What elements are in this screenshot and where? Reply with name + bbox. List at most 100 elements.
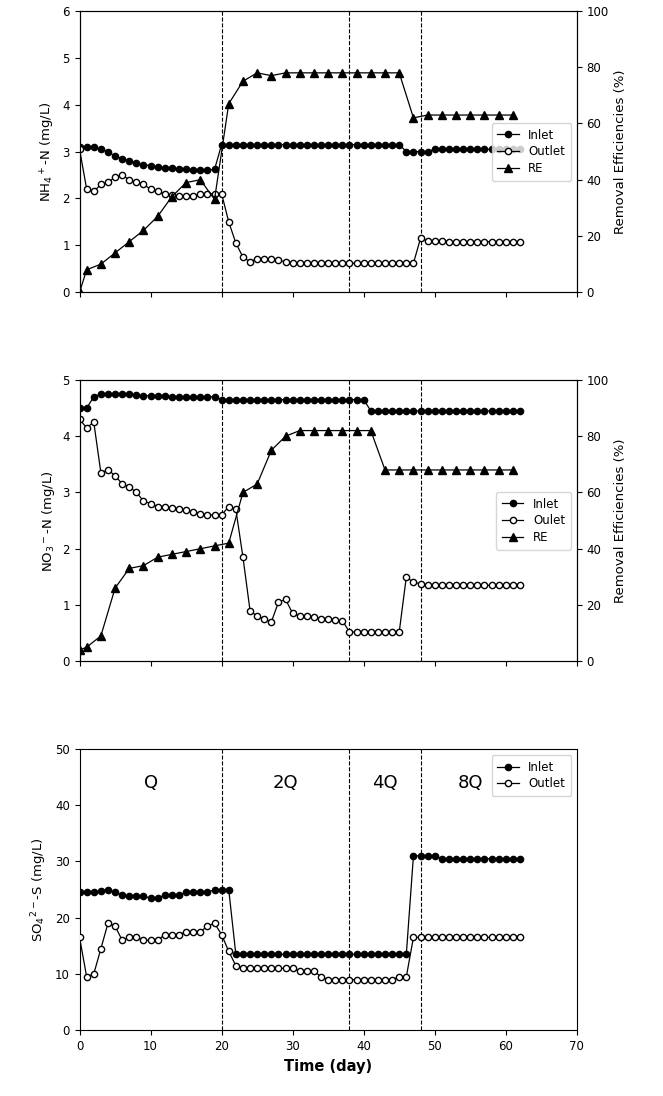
RE: [168, 548, 176, 561]
Line: Inlet: Inlet: [76, 141, 523, 173]
RE: [410, 464, 418, 477]
Text: Q: Q: [143, 774, 158, 791]
RE: [225, 537, 233, 550]
RE: [111, 582, 119, 595]
Inlet: [189, 163, 197, 176]
RE: [182, 545, 190, 558]
RE: [466, 464, 474, 477]
RE: [296, 424, 304, 437]
RE: [452, 464, 460, 477]
RE: [495, 109, 503, 122]
RE: [353, 66, 361, 79]
Oulet: [76, 413, 84, 426]
Outlet: [196, 187, 204, 201]
RE: [381, 66, 389, 79]
Legend: Inlet, Oulet, RE: Inlet, Oulet, RE: [497, 492, 571, 549]
Oulet: [345, 626, 353, 639]
RE: [353, 424, 361, 437]
Oulet: [296, 609, 304, 623]
Inlet: [303, 948, 311, 961]
Line: Oulet: Oulet: [76, 416, 523, 635]
Inlet: [516, 852, 524, 865]
RE: [395, 66, 403, 79]
Oulet: [509, 579, 517, 592]
RE: [211, 193, 219, 206]
Inlet: [296, 138, 304, 151]
RE: [338, 424, 346, 437]
Y-axis label: NO$_3$$^-$-N (mg/L): NO$_3$$^-$-N (mg/L): [40, 470, 57, 571]
RE: [438, 109, 446, 122]
RE: [338, 66, 346, 79]
Outlet: [509, 235, 517, 248]
Oulet: [516, 579, 524, 592]
Oulet: [196, 507, 204, 521]
Oulet: [211, 509, 219, 522]
Outlet: [388, 256, 396, 270]
Y-axis label: Removal Efficiencies (%): Removal Efficiencies (%): [615, 438, 627, 603]
RE: [125, 562, 133, 575]
Legend: Inlet, Outlet, RE: Inlet, Outlet, RE: [491, 123, 571, 181]
RE: [196, 173, 204, 186]
Text: 2Q: 2Q: [272, 774, 298, 791]
RE: [509, 109, 517, 122]
Inlet: [225, 138, 233, 151]
Inlet: [395, 404, 403, 418]
Text: 4Q: 4Q: [372, 774, 398, 791]
RE: [182, 176, 190, 190]
Outlet: [104, 916, 112, 929]
RE: [154, 550, 162, 563]
Inlet: [288, 948, 296, 961]
Line: RE: RE: [76, 426, 516, 654]
RE: [381, 464, 389, 477]
Inlet: [204, 390, 211, 403]
Y-axis label: NH$_4$$^+$-N (mg/L): NH$_4$$^+$-N (mg/L): [38, 101, 57, 202]
Inlet: [76, 140, 84, 153]
RE: [282, 66, 290, 79]
RE: [481, 464, 489, 477]
RE: [168, 190, 176, 203]
RE: [367, 424, 375, 437]
Inlet: [509, 404, 517, 418]
Inlet: [217, 393, 225, 407]
Outlet: [303, 964, 311, 978]
Inlet: [509, 142, 517, 156]
Text: 8Q: 8Q: [457, 774, 483, 791]
RE: [154, 209, 162, 222]
Inlet: [288, 393, 296, 407]
RE: [139, 559, 147, 572]
RE: [253, 66, 261, 79]
RE: [481, 109, 489, 122]
RE: [267, 444, 275, 457]
Outlet: [76, 142, 84, 156]
Oulet: [388, 626, 396, 639]
RE: [424, 109, 432, 122]
Legend: Inlet, Outlet: Inlet, Outlet: [491, 755, 571, 796]
RE: [452, 109, 460, 122]
Inlet: [410, 849, 418, 863]
RE: [253, 478, 261, 491]
Inlet: [516, 404, 524, 418]
RE: [76, 286, 84, 299]
RE: [509, 464, 517, 477]
Inlet: [303, 393, 311, 407]
Y-axis label: Removal Efficiencies (%): Removal Efficiencies (%): [615, 69, 627, 233]
RE: [111, 247, 119, 260]
Inlet: [388, 948, 396, 961]
Line: Outlet: Outlet: [76, 921, 523, 983]
RE: [267, 69, 275, 82]
Outlet: [303, 256, 311, 270]
Oulet: [282, 593, 290, 606]
Outlet: [288, 962, 296, 975]
RE: [239, 486, 247, 499]
RE: [495, 464, 503, 477]
Line: Inlet: Inlet: [76, 391, 523, 414]
RE: [296, 66, 304, 79]
RE: [83, 640, 91, 653]
RE: [97, 258, 105, 271]
RE: [76, 643, 84, 657]
Inlet: [395, 138, 403, 151]
RE: [239, 75, 247, 88]
Inlet: [310, 138, 318, 151]
Outlet: [516, 931, 524, 944]
Inlet: [367, 404, 375, 418]
